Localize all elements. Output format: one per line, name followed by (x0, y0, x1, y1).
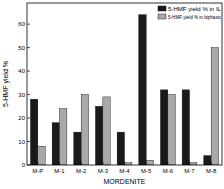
bar (38, 146, 45, 165)
legend-label: 5-HMF yield % in IL (168, 6, 221, 12)
bar (74, 132, 81, 165)
y-axis-label: 5-HMF yield % (2, 61, 10, 107)
x-tick (81, 162, 82, 165)
x-tick (146, 162, 147, 165)
y-tick (27, 24, 30, 25)
y-tick-label: 10 (18, 139, 25, 145)
legend-swatch (158, 14, 166, 19)
bar (117, 132, 124, 165)
bar (52, 123, 59, 165)
bar (95, 106, 102, 165)
y-tick (27, 94, 30, 95)
bar (182, 90, 189, 165)
x-tick-label: M-2 (76, 168, 87, 174)
x-tick (211, 162, 212, 165)
y-tick-label: 50 (18, 45, 25, 51)
chart: 0 10 20 30 40 50 60 M-P M-1 M-2 M-3 M-4 M-5 M-6 M-7 M-8… (0, 0, 224, 189)
x-tick-label: M-8 (206, 168, 217, 174)
bar (204, 156, 211, 165)
x-tick (189, 162, 190, 165)
y-tick-label: 30 (18, 92, 25, 98)
bar (211, 48, 218, 165)
legend-swatch (158, 6, 166, 11)
x-tick (102, 162, 103, 165)
x-tick (167, 162, 168, 165)
x-tick (37, 162, 38, 165)
y-tick-label: 0 (22, 162, 26, 168)
x-tick-label: M-7 (184, 168, 195, 174)
x-tick-label: M-1 (54, 168, 65, 174)
bar (139, 15, 146, 165)
bar (103, 97, 110, 165)
x-axis-label: MORDENITE (104, 178, 146, 185)
bar (30, 99, 37, 165)
x-tick (59, 162, 60, 165)
x-tick (124, 162, 125, 165)
y-tick (27, 141, 30, 142)
x-tick-label: M-5 (141, 168, 152, 174)
y-tick (27, 71, 30, 72)
bar (168, 95, 175, 165)
legend-label: 5-HMF yield % in biphasic (168, 14, 221, 20)
bar (160, 90, 167, 165)
y-tick (27, 47, 30, 48)
y-tick-label: 60 (18, 21, 25, 27)
bar (81, 95, 88, 165)
x-tick-label: M-4 (119, 168, 130, 174)
x-tick-label: M-3 (98, 168, 109, 174)
bar (146, 160, 153, 165)
y-tick-label: 20 (18, 115, 25, 121)
x-tick-label: M-6 (163, 168, 174, 174)
bar (60, 109, 67, 165)
plot-frame (27, 3, 222, 165)
y-tick (27, 118, 30, 119)
y-tick-label: 40 (18, 68, 25, 74)
x-tick-label: M-P (32, 168, 43, 174)
bars (30, 15, 218, 165)
